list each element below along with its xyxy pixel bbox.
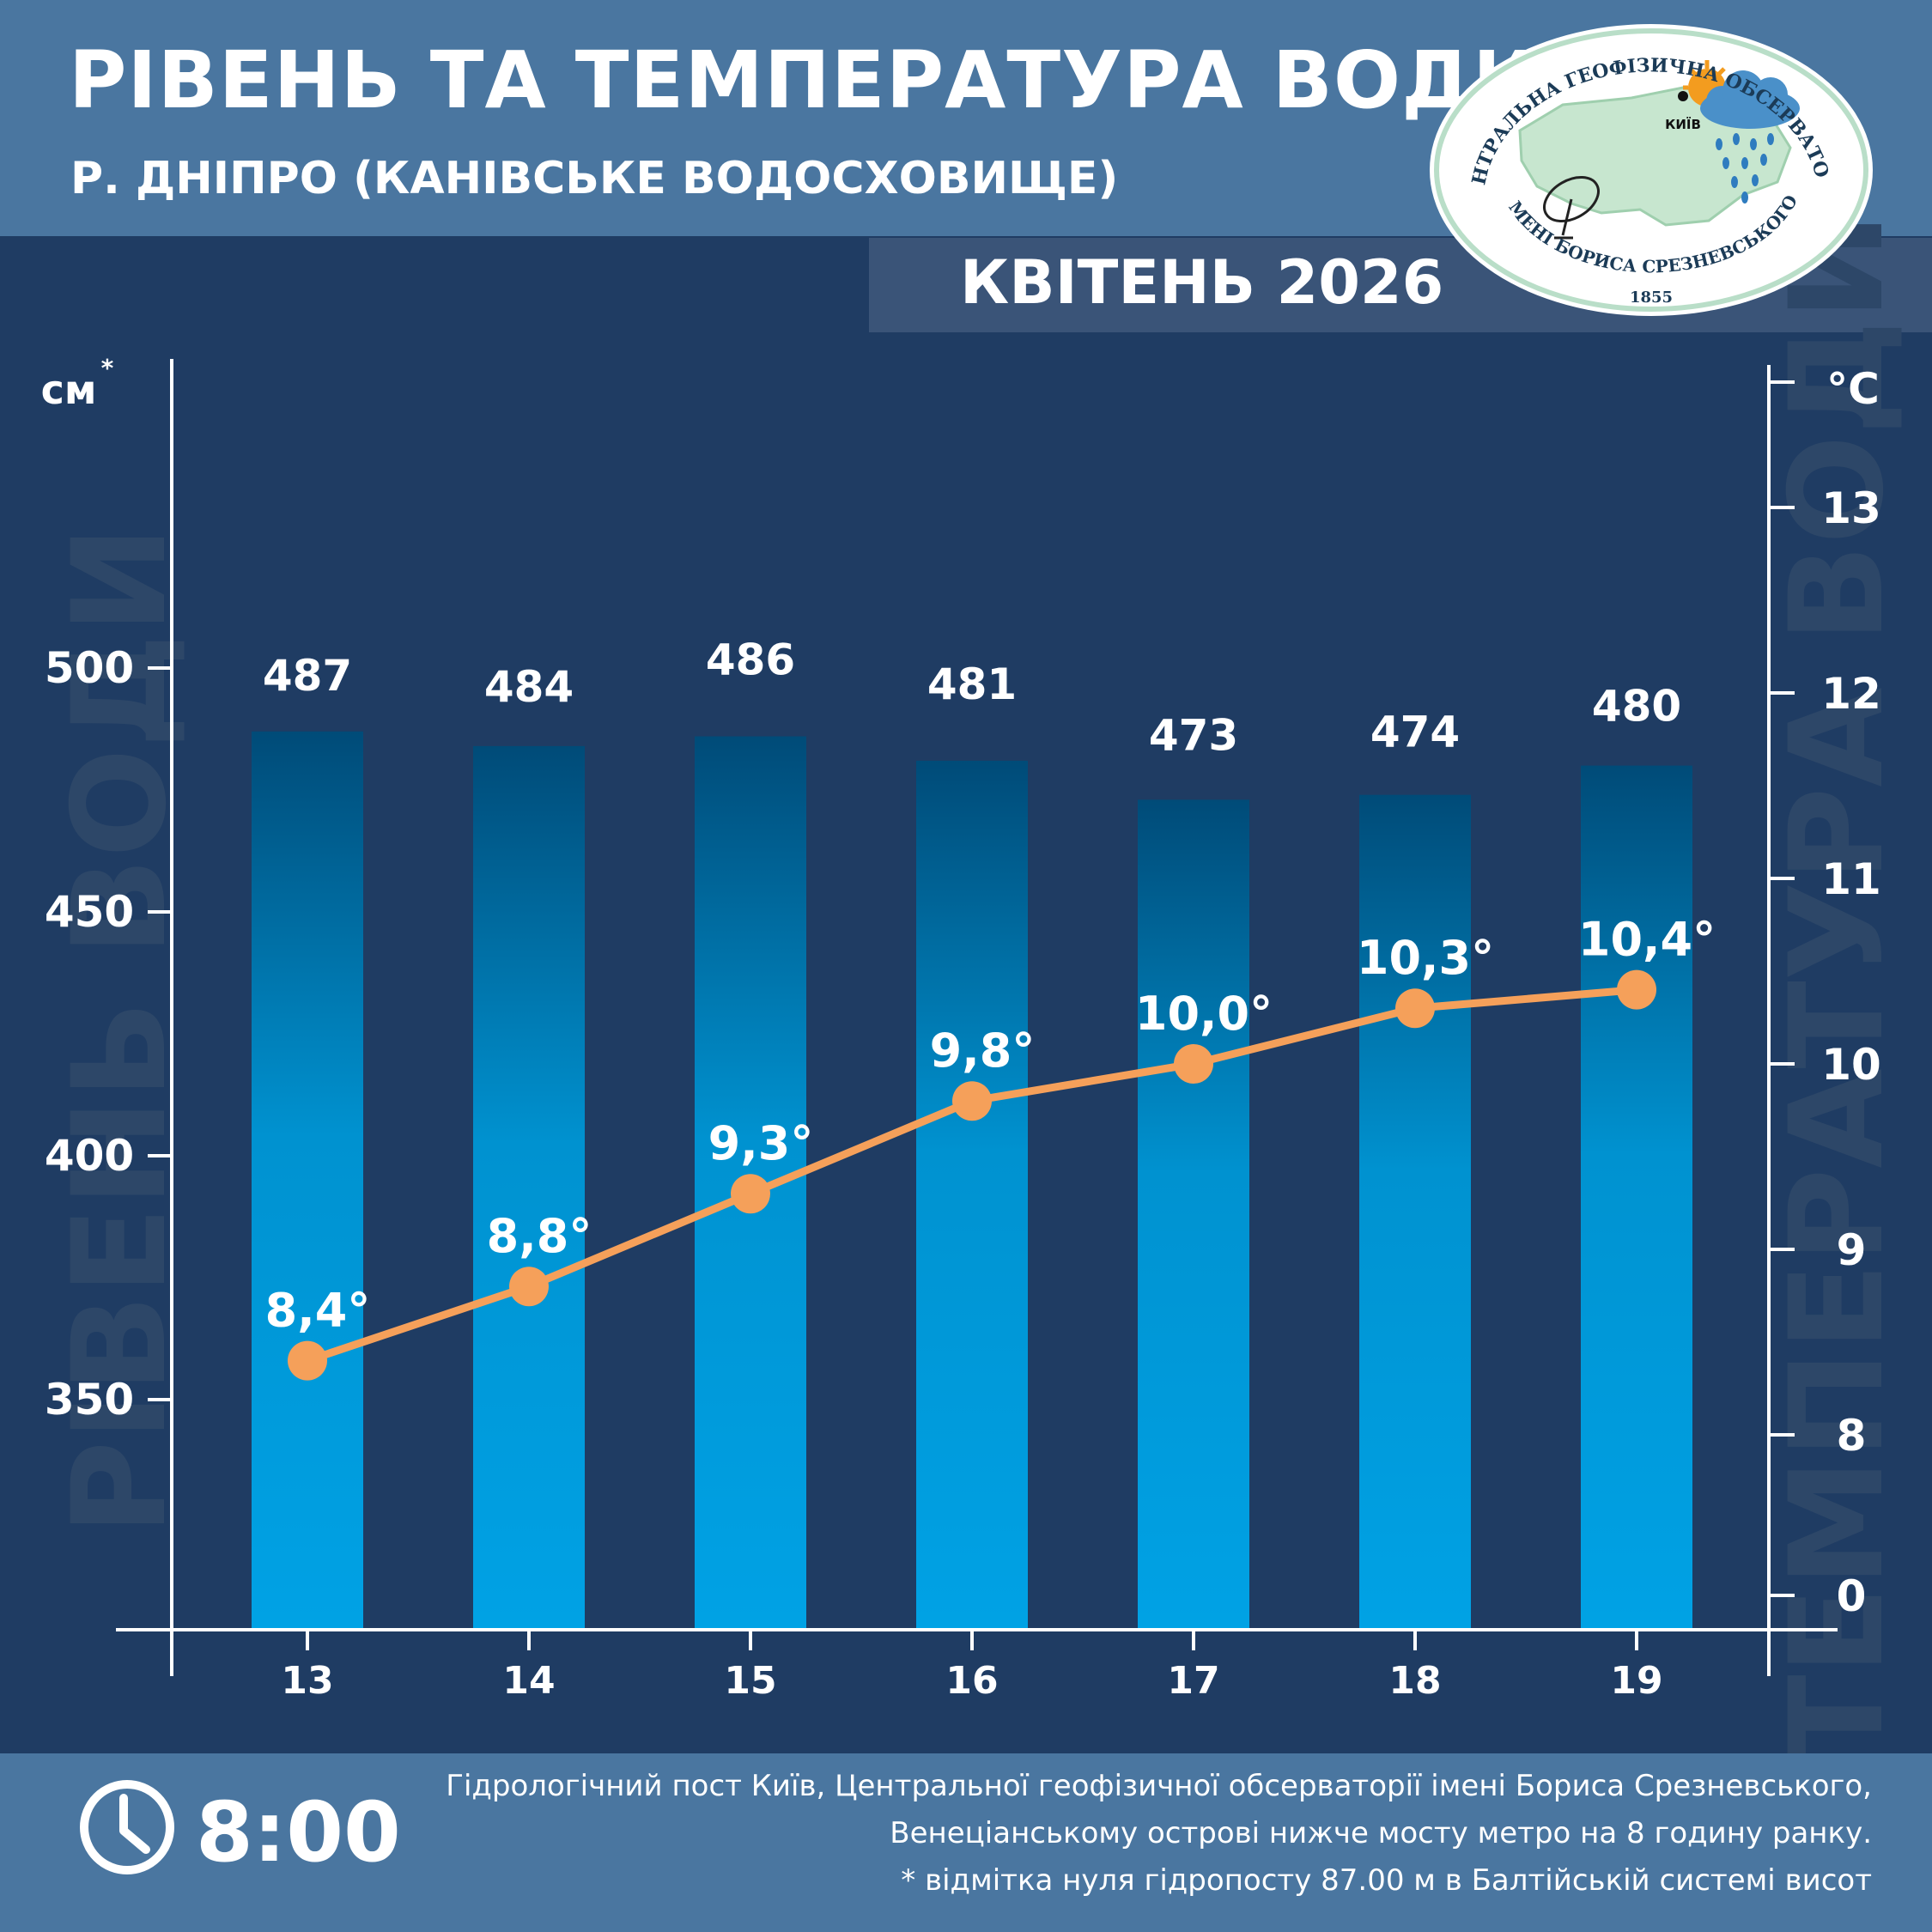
bar [916, 760, 1028, 1630]
temperature-value-label: 9,8° [930, 1024, 1036, 1078]
page-subtitle: Р. ДНІПРО (КАНІВСЬКЕ ВОДОСХОВИЩЕ) [70, 153, 1119, 204]
temperature-point [731, 1174, 770, 1214]
footer-band [0, 1753, 1932, 1932]
bar-value-label: 480 [1592, 682, 1681, 732]
temperature-value-label: 9,3° [708, 1116, 814, 1170]
x-axis-tick-label: 17 [1167, 1659, 1219, 1703]
right-axis-tick-label: 13 [1821, 483, 1881, 533]
bar [1581, 765, 1692, 1630]
bar-value-label: 474 [1370, 708, 1460, 757]
temperature-point [288, 1340, 327, 1381]
temperature-value-label: 8,4° [265, 1284, 371, 1338]
x-axis-tick-label: 15 [724, 1659, 776, 1703]
logo-city: КИЇВ [1665, 116, 1701, 132]
left-axis-tick-label: 400 [45, 1131, 134, 1181]
observatory-logo: ЦЕНТРАЛЬНА ГЕОФІЗИЧНА ОБСЕРВАТОРІЯ ІМЕНІ… [1425, 19, 1873, 316]
left-axis-unit-label: см [41, 367, 97, 413]
bar-value-label: 486 [706, 635, 795, 685]
right-axis-tick-label: 11 [1821, 854, 1881, 904]
right-axis-tick-label: 0 [1837, 1571, 1867, 1621]
bar [1138, 799, 1249, 1630]
temperature-point [952, 1081, 992, 1121]
temperature-point [1617, 969, 1656, 1010]
temperature-value-label: 10,4° [1578, 913, 1716, 967]
x-axis-tick-label: 18 [1388, 1659, 1441, 1703]
month-label: КВІТЕНЬ 2026 [960, 247, 1444, 318]
footer-note-3: * відмітка нуля гідропосту 87.00 м в Бал… [901, 1863, 1872, 1898]
temperature-point [1174, 1044, 1213, 1084]
right-axis-unit-label: °C [1826, 364, 1880, 414]
left-axis-tick-label: 500 [45, 643, 134, 693]
bar [1359, 794, 1471, 1630]
bar-value-label: 484 [484, 662, 574, 712]
temperature-value-label: 8,8° [487, 1209, 592, 1263]
left-axis-tick-label: 350 [45, 1375, 134, 1425]
x-axis-tick-label: 13 [281, 1659, 333, 1703]
right-axis-tick-label: 9 [1837, 1225, 1867, 1275]
temperature-value-label: 10,3° [1357, 931, 1494, 985]
page-title: РІВЕНЬ ТА ТЕМПЕРАТУРА ВОДИ [69, 34, 1540, 126]
footer-note-2: Венеціанському острові нижче мосту метро… [890, 1816, 1872, 1850]
temperature-value-label: 10,0° [1135, 987, 1273, 1041]
bar-value-label: 473 [1149, 710, 1238, 760]
right-axis-tick-label: 12 [1821, 669, 1881, 719]
clock-icon [80, 1780, 174, 1874]
left-axis-unit-superscript: * [101, 354, 114, 382]
bar [473, 745, 585, 1630]
x-axis-tick-label: 19 [1610, 1659, 1662, 1703]
logo-year: 1855 [1630, 289, 1673, 307]
right-axis-tick-label: 10 [1821, 1040, 1881, 1090]
bar-value-label: 481 [927, 659, 1017, 709]
temperature-point [509, 1267, 549, 1307]
bar-value-label: 487 [263, 651, 352, 701]
cloud-icon [1700, 70, 1800, 204]
x-axis-tick-label: 14 [502, 1659, 555, 1703]
right-axis-tick-label: 8 [1837, 1411, 1867, 1461]
x-axis-tick-label: 16 [945, 1659, 998, 1703]
temperature-point [1395, 988, 1435, 1029]
time-label: 8:00 [196, 1784, 401, 1880]
satellite-dish-icon [1543, 175, 1600, 240]
footer-note-1: Гідрологічний пост Київ, Центральної гео… [446, 1769, 1872, 1803]
left-axis-tick-label: 450 [45, 887, 134, 937]
right-axis-watermark: ТЕМПЕРАТУРА ВОДИ [1763, 212, 1912, 1762]
bar [252, 731, 363, 1630]
